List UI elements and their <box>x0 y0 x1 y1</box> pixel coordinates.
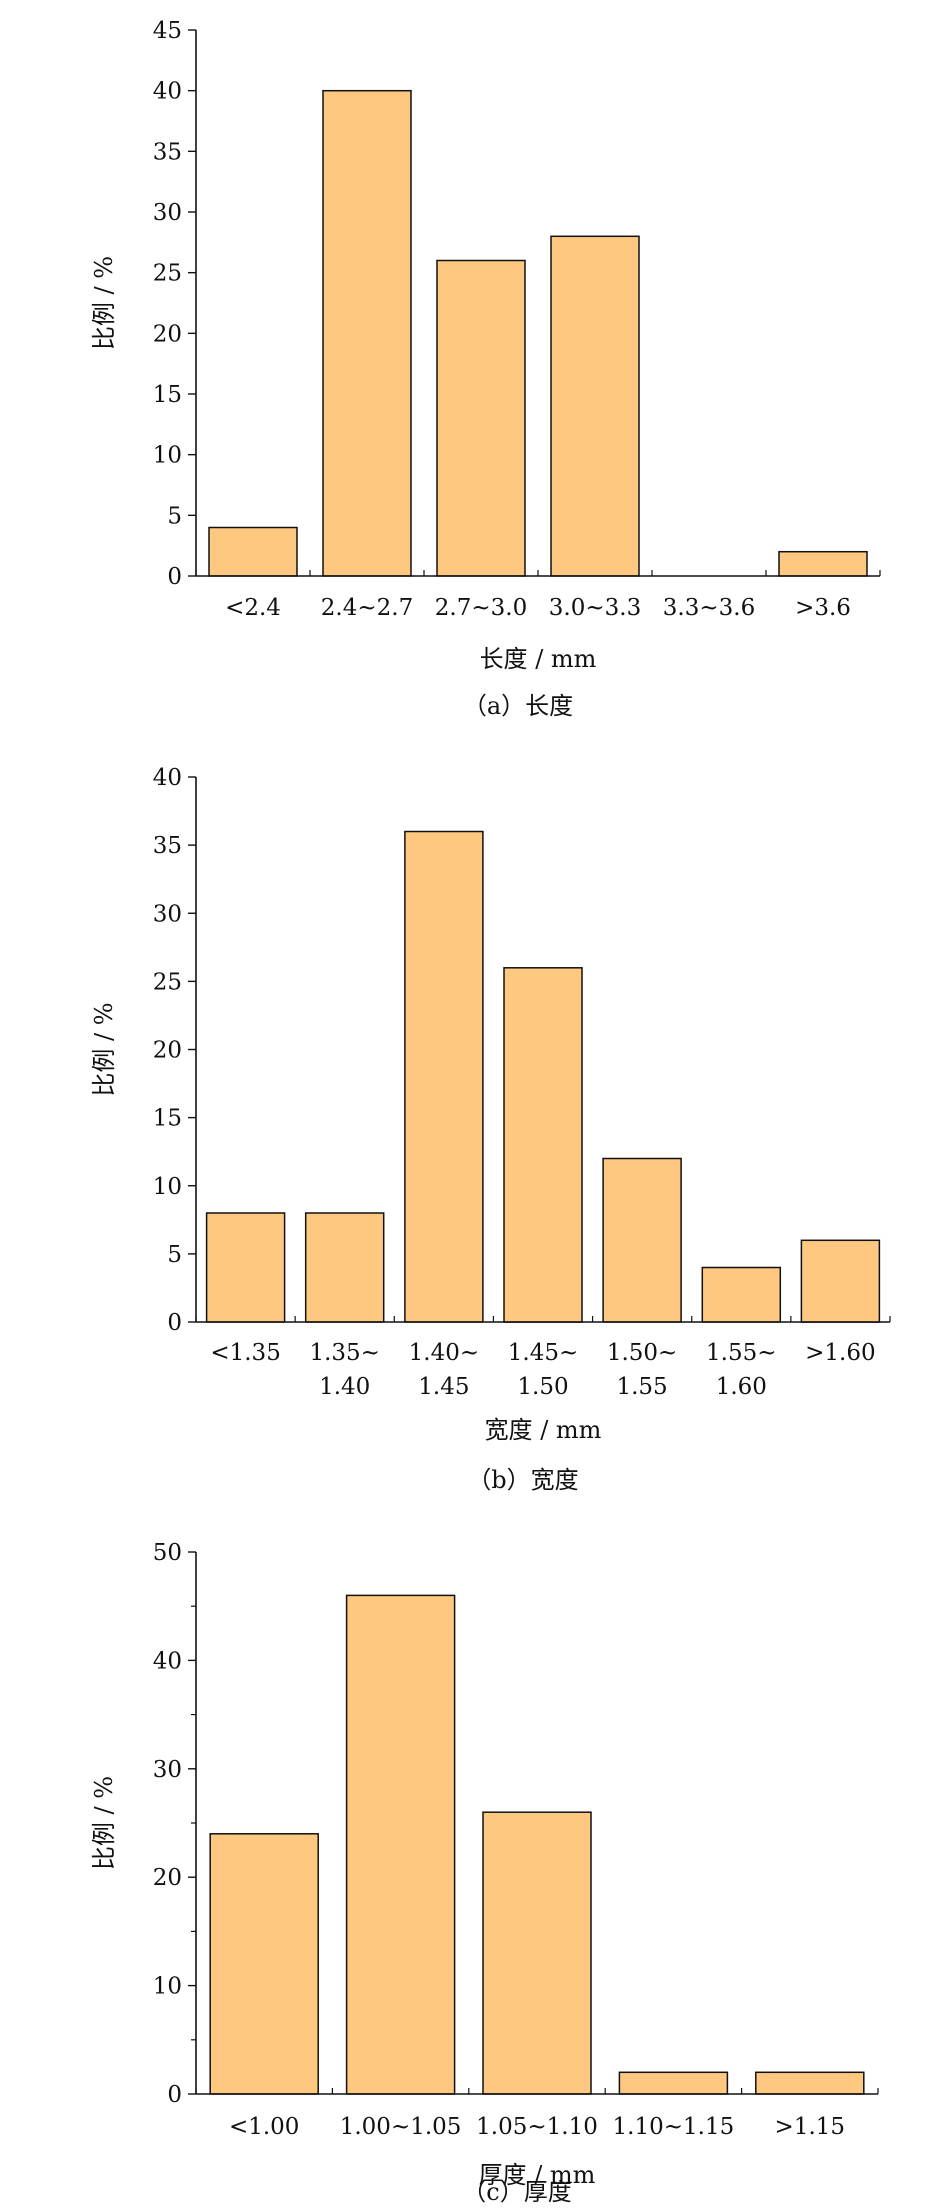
x-tick-label: 1.05~1.10 <box>476 2114 598 2140</box>
y-tick-label: 35 <box>153 139 182 165</box>
panel-caption: （b）宽度 <box>467 1466 578 1494</box>
bar <box>304 1212 385 1323</box>
x-tick-label: 1.60 <box>716 1374 767 1400</box>
x-axis-title: 长度 / mm <box>480 645 597 673</box>
x-tick-label: 1.50 <box>517 1374 568 1400</box>
x-axis-title: 宽度 / mm <box>485 1416 602 1444</box>
bar <box>755 2071 865 2095</box>
y-tick-label: 5 <box>167 1242 182 1268</box>
bar <box>436 259 526 577</box>
y-tick-label: 15 <box>153 1106 182 1132</box>
x-tick-label: 3.3~3.6 <box>663 595 755 621</box>
x-tick-label: <2.4 <box>225 595 281 621</box>
y-tick-label: 0 <box>167 2082 182 2108</box>
x-tick-label: >1.60 <box>805 1340 875 1366</box>
x-axis-title: 厚度 / mm <box>479 2161 596 2189</box>
bar <box>602 1157 682 1323</box>
x-tick-label: 1.45~ <box>508 1340 578 1366</box>
y-axis-title: 比例 / % <box>90 1776 118 1870</box>
y-tick-label: 20 <box>153 1038 182 1064</box>
bar <box>482 1811 592 2095</box>
x-tick-label: >3.6 <box>795 595 851 621</box>
y-tick-label: 30 <box>153 901 182 927</box>
y-tick-label: 0 <box>167 564 182 590</box>
y-tick-label: 20 <box>153 321 182 347</box>
y-tick-label: 10 <box>153 1174 182 1200</box>
bar <box>778 550 868 577</box>
y-tick-label: 40 <box>153 765 182 791</box>
y-tick-label: 0 <box>167 1310 182 1336</box>
x-tick-label: 1.50~ <box>607 1340 677 1366</box>
y-tick-label: 25 <box>153 261 182 287</box>
y-tick-label: 30 <box>153 200 182 226</box>
y-tick-label: 20 <box>153 1865 182 1891</box>
x-tick-label: >1.15 <box>775 2114 845 2140</box>
x-tick-label: 1.55~ <box>706 1340 776 1366</box>
y-axis-title: 比例 / % <box>90 1002 118 1096</box>
bar <box>209 1833 319 2095</box>
bar <box>345 1594 456 2095</box>
bar <box>503 967 583 1323</box>
chart-panel-b: 0 5 10 15 20 25 30 35 40 <1.35 1.35~ 1.40 1.40~ 1.45 1… <box>90 765 891 1494</box>
bar <box>404 830 484 1323</box>
y-tick-label: 10 <box>153 443 182 469</box>
chart-panel-c: 0 10 20 30 40 50 <1.00 1.00~1.05 1.05~1.10 1.10~1… <box>90 1540 879 2206</box>
x-tick-label: 1.10~1.15 <box>613 2114 735 2140</box>
bar <box>550 235 640 577</box>
x-tick-label: 1.45 <box>418 1374 469 1400</box>
panel-caption: （c）厚度 <box>462 2178 571 2206</box>
x-tick-label: 1.40 <box>319 1374 370 1400</box>
x-tick-label: <1.00 <box>229 2114 299 2140</box>
bar <box>618 2071 729 2095</box>
x-tick-label: 1.40~ <box>409 1340 479 1366</box>
y-tick-label: 25 <box>153 969 182 995</box>
y-tick-label: 10 <box>153 1974 182 2000</box>
y-tick-label: 15 <box>153 382 182 408</box>
y-tick-label: 50 <box>153 1540 182 1566</box>
chart-panel-a: 0 5 10 15 20 25 30 35 40 45 <2.4 2.4~2.7 2.7~3.0 3.0~… <box>90 18 881 720</box>
bar <box>322 89 412 577</box>
y-tick-label: 30 <box>153 1757 182 1783</box>
y-tick-label: 40 <box>153 79 182 105</box>
x-tick-label: 1.55 <box>616 1374 667 1400</box>
bar <box>800 1239 881 1323</box>
x-tick-label: 1.35~ <box>309 1340 379 1366</box>
y-axis-title: 比例 / % <box>90 256 118 350</box>
x-tick-label: 1.00~1.05 <box>340 2114 462 2140</box>
x-tick-label: 2.4~2.7 <box>321 595 413 621</box>
y-tick-label: 35 <box>153 833 182 859</box>
x-tick-label: 2.7~3.0 <box>435 595 527 621</box>
x-tick-label: <1.35 <box>210 1340 280 1366</box>
panel-caption: （a）长度 <box>463 692 573 720</box>
bar <box>208 526 298 577</box>
bar <box>205 1212 286 1323</box>
y-tick-label: 45 <box>153 18 182 44</box>
bar <box>701 1266 782 1323</box>
y-tick-label: 5 <box>167 503 182 529</box>
x-tick-label: 3.0~3.3 <box>549 595 641 621</box>
y-tick-label: 40 <box>153 1648 182 1674</box>
